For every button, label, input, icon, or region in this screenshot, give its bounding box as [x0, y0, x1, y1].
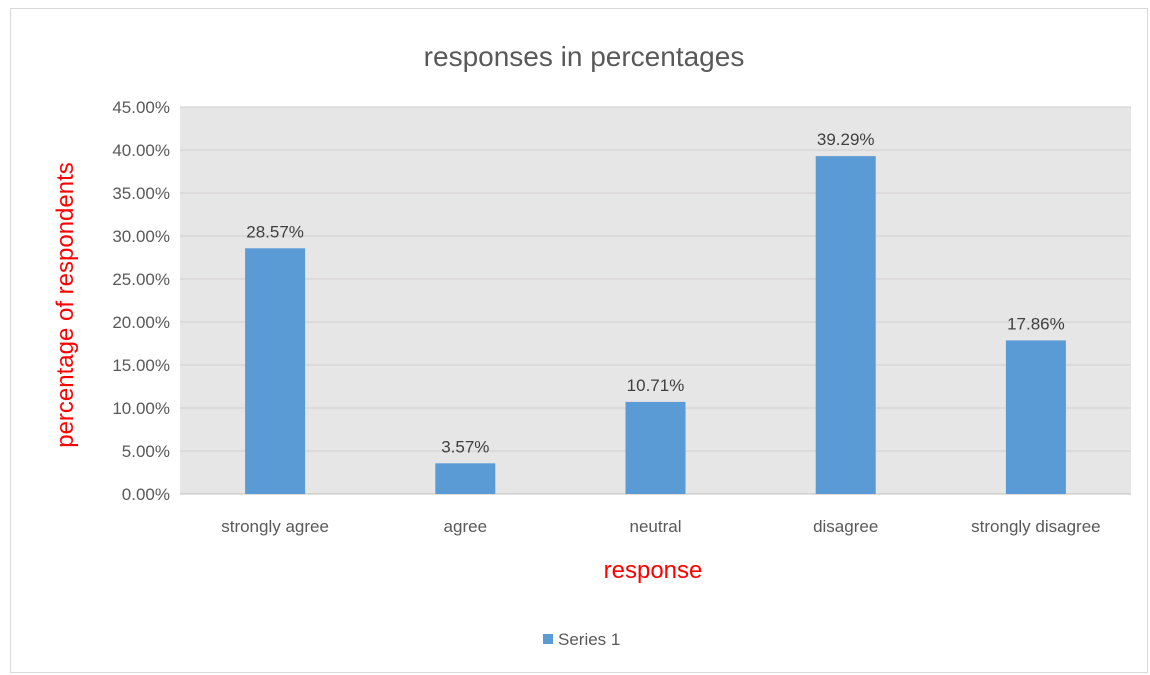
legend-swatch [543, 634, 553, 644]
y-axis-title: percentage of respondents [52, 162, 79, 448]
data-label: 39.29% [817, 130, 875, 149]
y-tick-label: 0.00% [122, 485, 170, 504]
chart-title: responses in percentages [424, 41, 745, 72]
data-label: 17.86% [1007, 314, 1065, 333]
y-tick-label: 45.00% [112, 98, 170, 117]
bar [245, 248, 306, 494]
y-tick-label: 20.00% [112, 313, 170, 332]
x-axis-title: response [604, 557, 703, 584]
y-tick-label: 30.00% [112, 227, 170, 246]
bar [435, 463, 496, 494]
bars [245, 156, 1066, 494]
y-tick-label: 25.00% [112, 270, 170, 289]
data-label: 10.71% [627, 376, 685, 395]
category-label: agree [444, 517, 487, 536]
category-label: disagree [813, 517, 878, 536]
data-label: 28.57% [246, 222, 304, 241]
legend: Series 1 [543, 630, 620, 649]
y-tick-label: 40.00% [112, 141, 170, 160]
data-labels: 28.57% 3.57% 10.71% 39.29% 17.86% [246, 130, 1064, 456]
y-axis-ticks: 0.00% 5.00% 10.00% 15.00% 20.00% 25.00% 30.00%… [112, 98, 170, 504]
legend-label: Series 1 [558, 630, 620, 649]
bar [625, 401, 686, 494]
category-label: strongly agree [221, 517, 329, 536]
category-label: strongly disagree [971, 517, 1100, 536]
bar [815, 156, 876, 494]
y-tick-label: 5.00% [122, 442, 170, 461]
category-label: neutral [630, 517, 682, 536]
x-axis-categories: strongly agree agree neutral disagree strong… [221, 517, 1100, 536]
y-tick-label: 10.00% [112, 399, 170, 418]
y-tick-label: 35.00% [112, 184, 170, 203]
bar [1005, 340, 1066, 494]
data-label: 3.57% [441, 437, 489, 456]
y-tick-label: 15.00% [112, 356, 170, 375]
